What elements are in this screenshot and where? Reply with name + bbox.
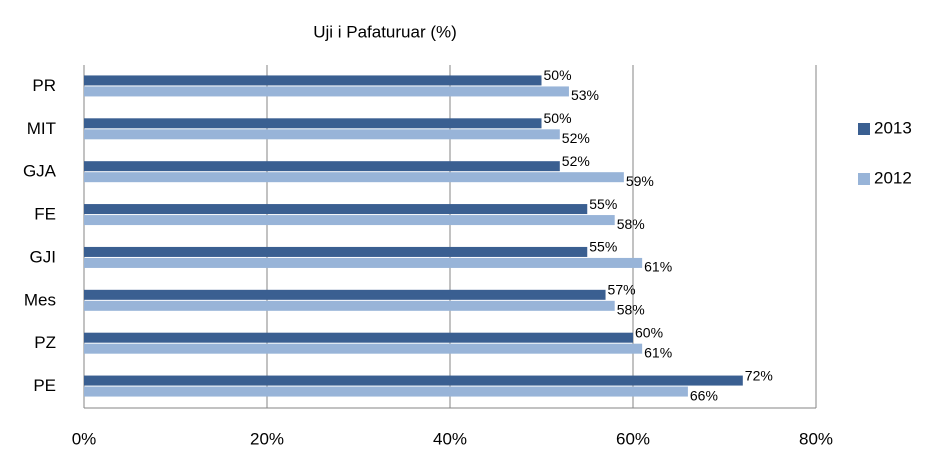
legend-swatch — [858, 123, 870, 135]
chart-title: Uji i Pafaturuar (%) — [313, 22, 457, 41]
bar — [84, 332, 633, 343]
bar — [84, 129, 560, 140]
y-tick-label: GJA — [23, 162, 57, 181]
data-label: 52% — [562, 153, 590, 169]
data-label: 58% — [617, 216, 645, 232]
bar — [84, 289, 606, 300]
y-tick-label: Mes — [24, 290, 56, 309]
bar — [84, 375, 743, 386]
bar — [84, 161, 560, 172]
y-tick-label: PZ — [34, 333, 56, 352]
bar — [84, 215, 615, 226]
data-label: 55% — [589, 196, 617, 212]
data-label: 61% — [644, 259, 672, 275]
data-label: 50% — [544, 67, 572, 83]
data-label: 60% — [635, 324, 663, 340]
bar — [84, 300, 615, 311]
x-tick-label: 60% — [616, 429, 650, 448]
y-tick-label: MIT — [27, 119, 56, 138]
bar — [84, 86, 569, 97]
data-label: 53% — [571, 87, 599, 103]
data-label: 58% — [617, 302, 645, 318]
x-tick-label: 20% — [250, 429, 284, 448]
data-label: 72% — [745, 367, 773, 383]
x-tick-label: 40% — [433, 429, 467, 448]
bar — [84, 246, 588, 257]
bar — [84, 343, 643, 354]
data-label: 52% — [562, 130, 590, 146]
legend-label: 2013 — [874, 118, 912, 137]
data-label: 66% — [690, 387, 718, 403]
bar — [84, 75, 542, 86]
bar — [84, 257, 643, 268]
bar — [84, 204, 588, 215]
data-label: 59% — [626, 173, 654, 189]
data-label: 55% — [589, 239, 617, 255]
y-tick-label: PR — [32, 76, 56, 95]
y-tick-label: FE — [34, 205, 56, 224]
legend-label: 2012 — [874, 168, 912, 187]
data-label: 50% — [544, 110, 572, 126]
data-label: 61% — [644, 344, 672, 360]
data-label: 57% — [608, 282, 636, 298]
y-tick-label: PE — [33, 376, 56, 395]
bar — [84, 172, 624, 183]
bar — [84, 118, 542, 129]
legend-swatch — [858, 173, 870, 185]
x-tick-label: 80% — [799, 429, 833, 448]
y-tick-label: GJI — [30, 247, 56, 266]
x-tick-label: 0% — [72, 429, 97, 448]
bar — [84, 386, 688, 397]
